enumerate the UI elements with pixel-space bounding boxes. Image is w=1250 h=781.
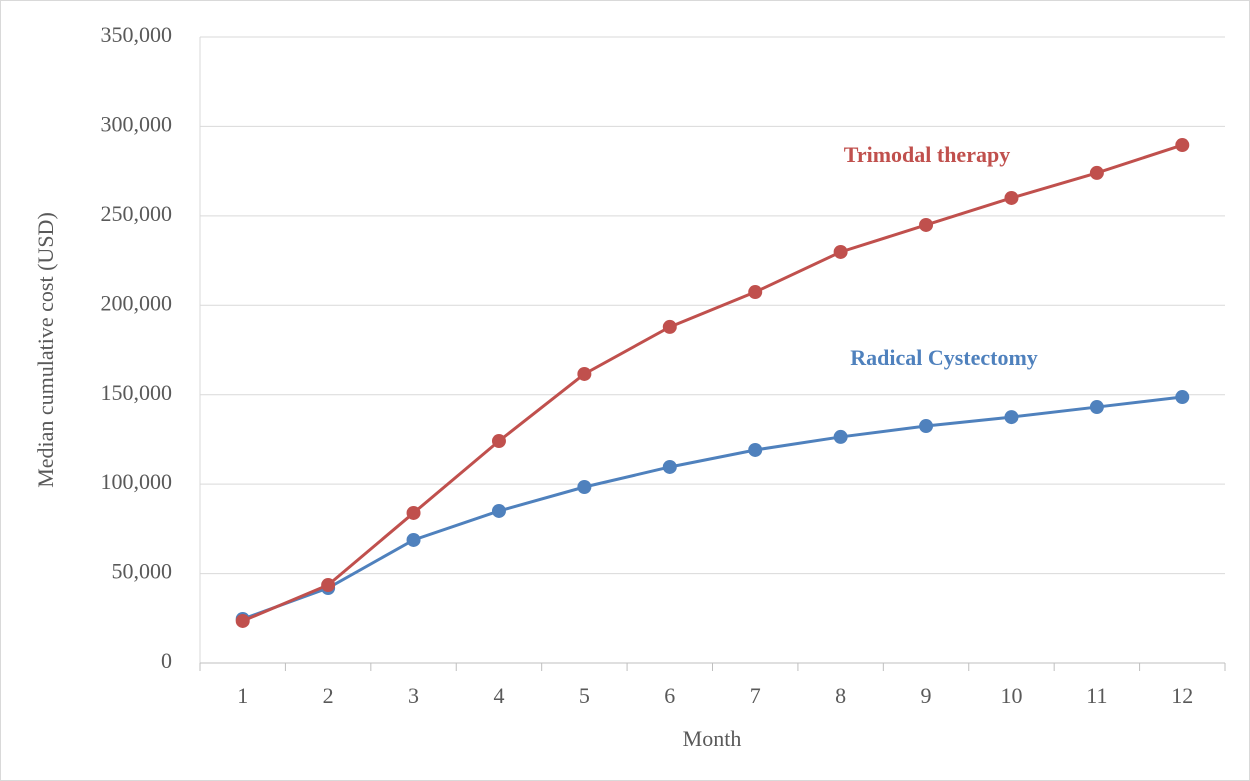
point: [577, 480, 592, 495]
point: [491, 503, 506, 518]
x-tick-label: 5: [579, 683, 590, 708]
point: [491, 434, 506, 449]
y-tick-label: 250,000: [101, 201, 173, 226]
y-axis-label: Median cumulative cost (USD): [33, 212, 58, 488]
point: [1004, 190, 1019, 205]
y-tick-label: 200,000: [101, 290, 173, 315]
point: [577, 366, 592, 381]
point: [1175, 138, 1190, 153]
point: [662, 319, 677, 334]
point: [748, 442, 763, 457]
point: [1175, 390, 1190, 405]
x-tick-label: 8: [835, 683, 846, 708]
x-tick-label: 11: [1086, 683, 1107, 708]
series-label: Radical Cystectomy: [850, 345, 1038, 370]
point: [833, 429, 848, 444]
point: [321, 578, 336, 593]
point: [833, 244, 848, 259]
point: [1089, 165, 1104, 180]
point: [1004, 410, 1019, 425]
point: [919, 419, 934, 434]
x-tick-label: 2: [323, 683, 334, 708]
y-tick-label: 50,000: [112, 559, 173, 584]
x-tick-label: 12: [1171, 683, 1193, 708]
series-line: [242, 395, 1183, 621]
point: [748, 285, 763, 300]
series-line: [242, 143, 1183, 623]
x-axis-label: Month: [683, 726, 742, 751]
x-tick-label: 1: [237, 683, 248, 708]
y-tick-label: 150,000: [101, 380, 173, 405]
y-tick-label: 0: [161, 648, 172, 673]
point: [406, 505, 421, 520]
y-tick-label: 100,000: [101, 469, 173, 494]
point: [235, 613, 250, 628]
x-tick-label: 9: [921, 683, 932, 708]
x-tick-label: 10: [1000, 683, 1022, 708]
point: [662, 459, 677, 474]
x-tick-label: 7: [750, 683, 761, 708]
point: [406, 532, 421, 547]
y-tick-label: 300,000: [101, 111, 173, 136]
point: [1089, 400, 1104, 415]
series-label: Trimodal therapy: [844, 142, 1010, 167]
y-tick-label: 350,000: [101, 22, 173, 47]
x-tick-label: 3: [408, 683, 419, 708]
x-tick-label: 4: [493, 683, 504, 708]
x-tick-label: 6: [664, 683, 675, 708]
point: [919, 217, 934, 232]
